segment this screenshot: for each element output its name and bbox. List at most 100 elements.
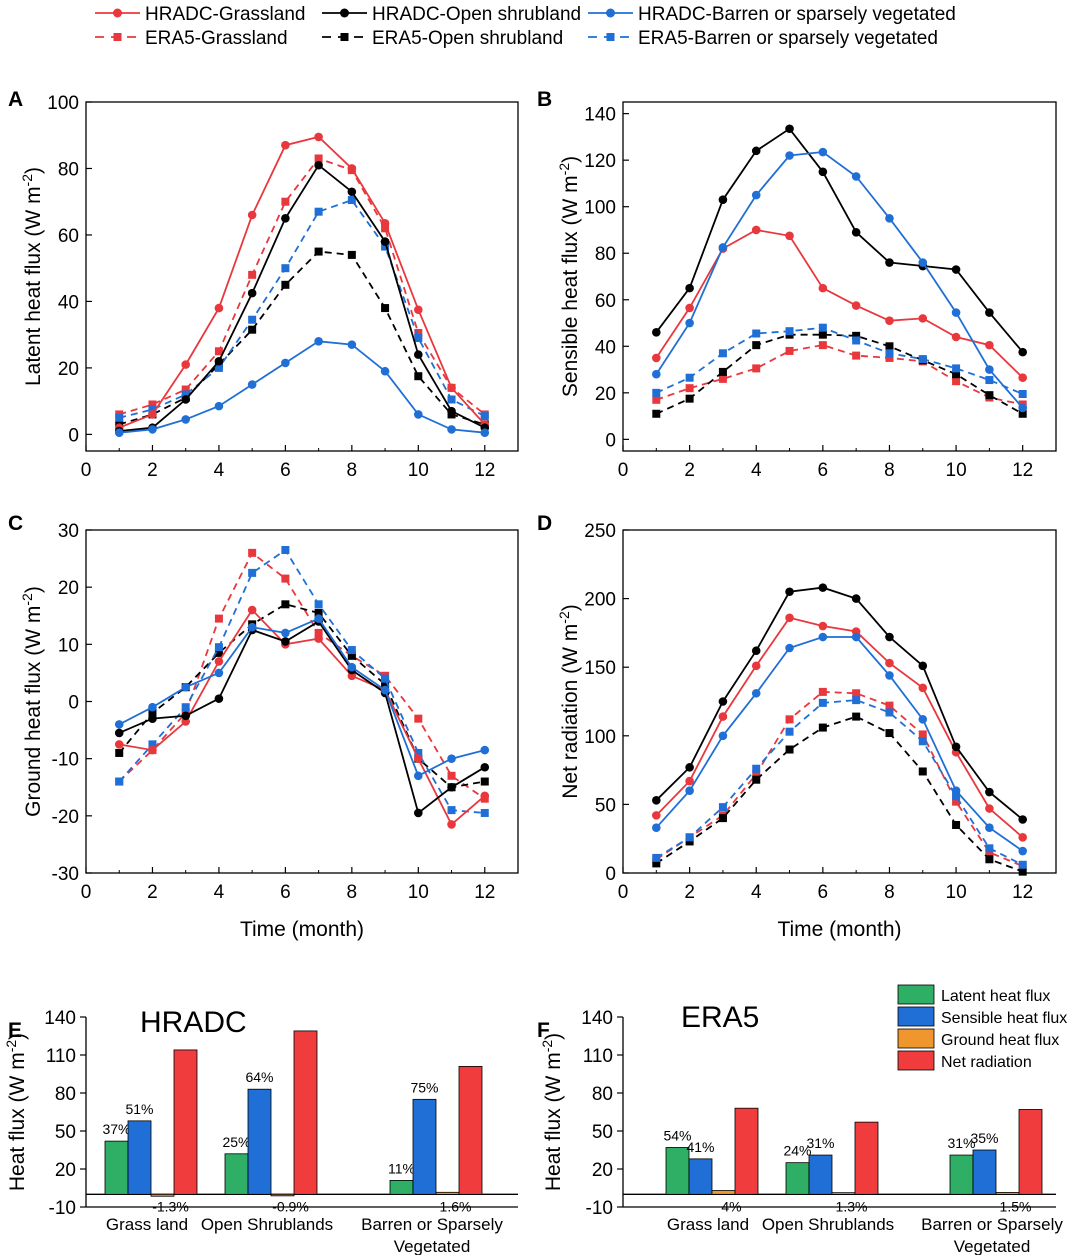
data-point	[785, 231, 794, 241]
x-tick-label: 10	[408, 460, 429, 481]
bar	[412, 1098, 437, 1195]
data-point	[447, 406, 456, 416]
data-point	[852, 331, 861, 340]
data-point	[985, 787, 994, 797]
data-point	[718, 374, 727, 383]
series-line	[655, 326, 1024, 395]
data-point	[281, 358, 290, 368]
y-tick-label: 100	[47, 93, 79, 114]
x-tick-label: 2	[147, 460, 158, 481]
data-point	[851, 594, 861, 603]
legend-marker-circle	[606, 8, 615, 18]
data-point	[685, 318, 694, 328]
data-point	[752, 770, 761, 779]
category-label: Open Shrublands	[201, 1215, 333, 1234]
data-point	[248, 315, 257, 324]
data-point	[818, 330, 827, 339]
data-point	[414, 771, 423, 781]
data-point	[685, 303, 694, 313]
x-tick-label: 10	[946, 882, 967, 903]
series-line	[118, 157, 486, 416]
category-label: Open Shrublands	[762, 1215, 894, 1234]
panel-letter: B	[537, 88, 552, 111]
series-line	[655, 715, 1024, 873]
data-point	[114, 728, 124, 738]
y-axis-label-text: Heat flux (W m	[542, 1052, 565, 1191]
bar	[173, 1049, 198, 1195]
y-tick-label: 20	[55, 1160, 76, 1181]
data-point	[214, 643, 223, 652]
series-line	[655, 333, 1024, 415]
series-line	[118, 548, 485, 814]
y-tick-label: 140	[44, 1008, 76, 1029]
data-point	[952, 364, 961, 373]
data-point	[247, 210, 257, 220]
data-point	[885, 632, 894, 642]
bar-value-label: 1.3%	[836, 1198, 868, 1214]
data-point	[818, 323, 827, 332]
data-point	[751, 688, 761, 698]
data-point	[818, 698, 827, 707]
x-tick-label: 12	[1012, 460, 1033, 481]
legend-entry-2: HRADC-Barren or sparsely vegetated	[588, 4, 956, 25]
data-point	[985, 855, 994, 864]
x-tick-label: 8	[347, 882, 358, 903]
y-axis-label-superscript: -2	[539, 1040, 555, 1053]
data-point	[985, 848, 994, 857]
data-point	[247, 622, 257, 632]
y-axis-label-superscript: -2	[19, 593, 35, 606]
data-point	[918, 314, 928, 323]
data-point	[380, 219, 390, 228]
bar	[389, 1180, 414, 1195]
y-tick-label: 20	[58, 578, 79, 599]
y-tick-label: 20	[592, 1160, 613, 1181]
data-point	[951, 265, 961, 274]
data-point	[718, 712, 728, 721]
data-point	[752, 329, 761, 338]
data-point	[281, 280, 290, 289]
legend-label: ERA5-Open shrubland	[372, 28, 563, 49]
x-tick-label: 2	[684, 882, 695, 903]
data-point	[685, 786, 694, 795]
data-point	[718, 697, 728, 706]
data-point	[447, 806, 456, 815]
data-point	[148, 708, 157, 717]
data-point	[752, 764, 761, 773]
x-tick-label: 0	[81, 460, 92, 481]
data-point	[751, 146, 761, 156]
legend-marker-circle	[340, 8, 349, 18]
data-point	[447, 782, 456, 792]
y-tick-label: 150	[584, 658, 616, 679]
data-point	[818, 341, 827, 350]
data-point	[314, 634, 323, 643]
data-point	[314, 614, 323, 623]
y-tick-label: 200	[584, 590, 616, 611]
y-axis-label-end: )	[22, 586, 45, 593]
data-point	[818, 147, 828, 157]
x-tick-label: 0	[618, 882, 629, 903]
data-point	[347, 164, 357, 173]
data-point	[985, 365, 994, 374]
data-point	[181, 390, 190, 399]
bar	[104, 1140, 129, 1195]
panel-a-latent-heat: A 0 20 40 60 80 100 0 2 4 6 8 10 12 Latent heat flux (…	[8, 88, 519, 481]
legend-entry-5: ERA5-Barren or sparsely vegetated	[588, 28, 938, 49]
x-tick-label: 12	[1012, 882, 1033, 903]
y-tick-label: -20	[52, 807, 79, 828]
data-point	[718, 195, 728, 205]
data-point	[214, 303, 224, 313]
x-tick-label: 2	[147, 882, 158, 903]
bar	[435, 1191, 460, 1195]
category-label: Grass land	[106, 1215, 188, 1234]
data-point	[718, 349, 727, 358]
x-tick-label: 6	[818, 460, 829, 481]
legend-entry-1: HRADC-Open shrubland	[322, 4, 581, 25]
y-axis-label-superscript: -2	[19, 174, 35, 187]
y-tick-label: -10	[586, 1198, 613, 1219]
legend-swatch	[897, 1028, 935, 1049]
data-point	[148, 714, 157, 723]
bar-value-label: 51%	[125, 1101, 153, 1117]
bar-value-label: 11%	[388, 1160, 415, 1176]
data-point	[885, 349, 894, 358]
y-axis-label-text: Heat flux (W m	[6, 1052, 29, 1191]
